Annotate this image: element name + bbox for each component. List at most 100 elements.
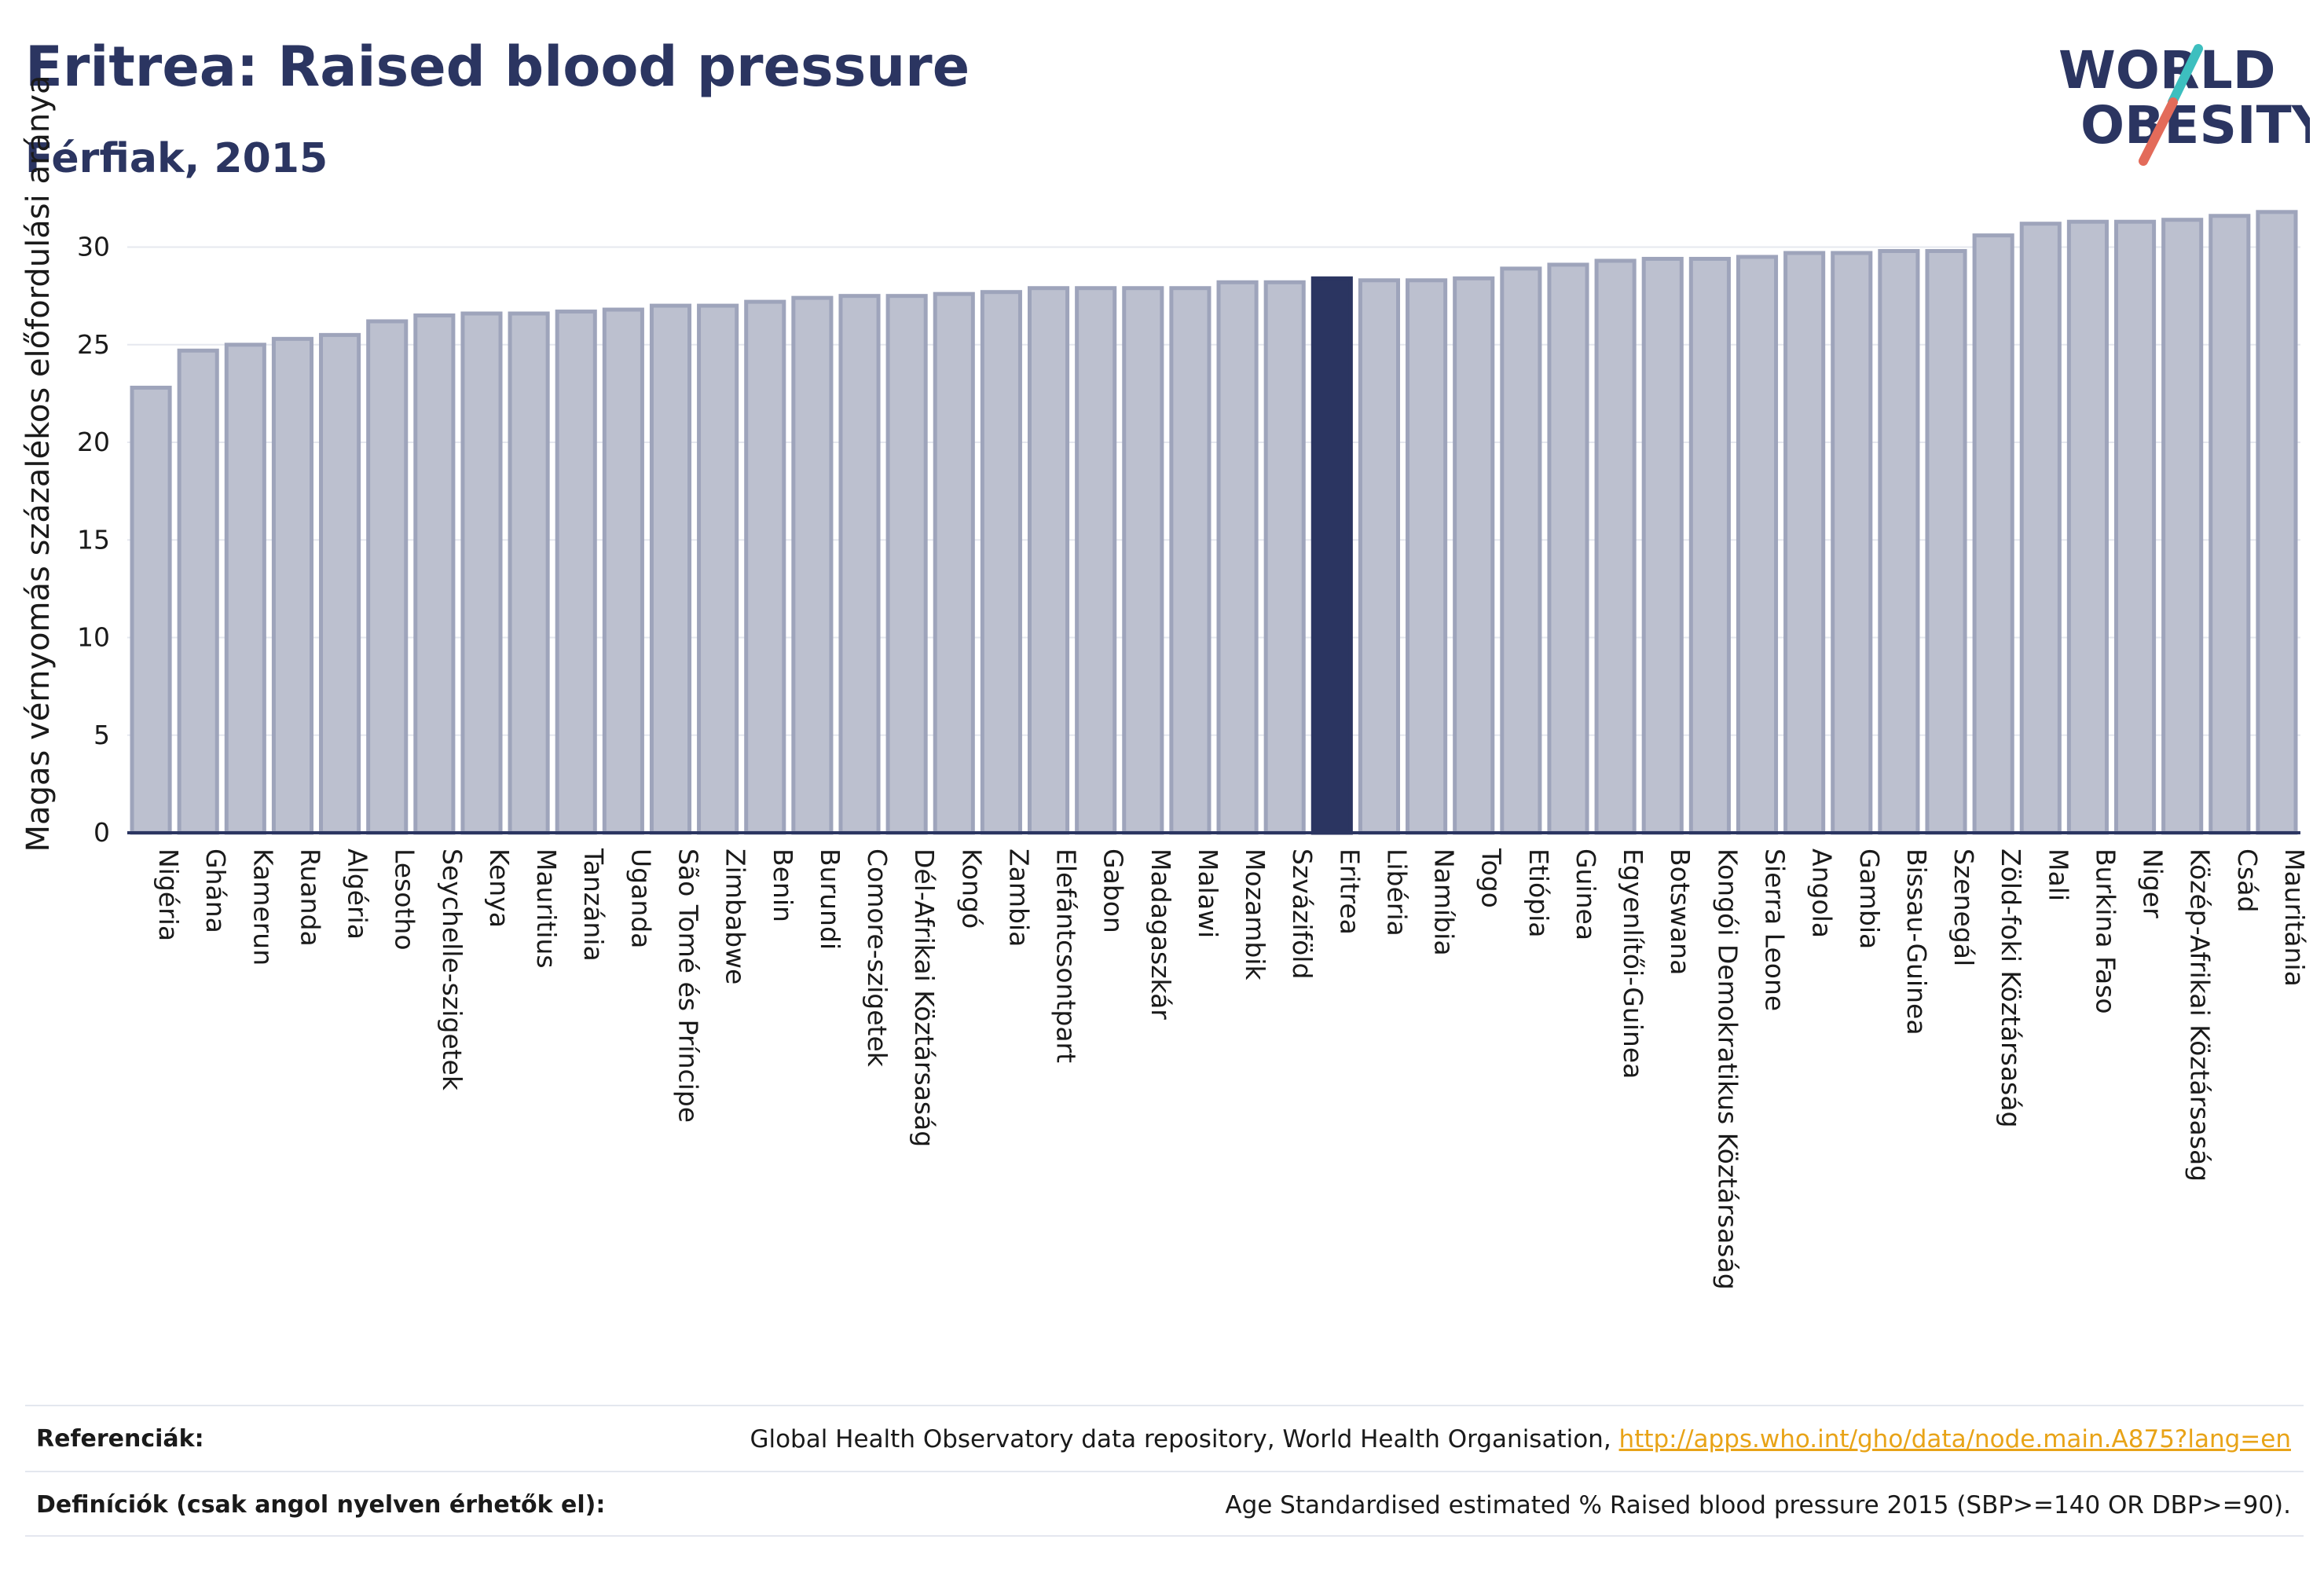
x-tick-label: Libéria bbox=[1381, 848, 1412, 936]
bar bbox=[1122, 286, 1164, 835]
bar bbox=[1972, 233, 2014, 835]
axis-labels: 0 5 10 15 20 25 30 Nigéria Ghána Kamerun Ruanda Alg… bbox=[20, 75, 2310, 1290]
logo-slash-coral bbox=[2139, 97, 2178, 166]
x-tick-label: Malawi bbox=[1193, 848, 1223, 938]
x-tick-label: Madagaszkár bbox=[1146, 848, 1176, 1020]
bar bbox=[2066, 219, 2109, 835]
bar bbox=[649, 303, 692, 835]
bar-chart: 0 5 10 15 20 25 30 Nigéria Ghána Kamerun Ruanda Alg… bbox=[20, 75, 2310, 1290]
y-axis-label: Magas vérnyomás százalékos előfordulási … bbox=[20, 75, 57, 852]
x-tick-label: Dél-Afrikai Köztársaság bbox=[909, 848, 940, 1147]
bar bbox=[1878, 249, 1920, 835]
x-tick-label: Ruanda bbox=[295, 848, 325, 947]
references-source: Global Health Observatory data repositor… bbox=[750, 1425, 1619, 1453]
bar bbox=[413, 313, 456, 835]
references-label: Referenciák: bbox=[36, 1425, 204, 1453]
bar bbox=[2019, 222, 2062, 835]
bar bbox=[366, 319, 409, 835]
x-tick-label: Zimbabwe bbox=[720, 848, 751, 984]
bar bbox=[2256, 210, 2298, 835]
bar bbox=[2161, 218, 2204, 835]
bar bbox=[933, 291, 975, 835]
y-tick-label: 25 bbox=[77, 329, 110, 360]
references-link[interactable]: http://apps.who.int/gho/data/node.main.A… bbox=[1618, 1425, 2291, 1453]
bar bbox=[885, 294, 928, 835]
logo-line2: OBESITY bbox=[2080, 95, 2310, 156]
page-subtitle: Férfiak, 2015 bbox=[25, 135, 328, 182]
footer-divider-top bbox=[25, 1405, 2304, 1406]
bar bbox=[224, 343, 266, 835]
bar bbox=[1358, 278, 1401, 835]
bar bbox=[130, 385, 172, 835]
bar bbox=[1925, 249, 1967, 835]
world-obesity-logo: WORLD OBESITY bbox=[2058, 40, 2310, 166]
bar bbox=[2113, 219, 2157, 835]
x-tick-label: Szváziföld bbox=[1287, 848, 1318, 979]
x-tick-label: Benin bbox=[768, 848, 798, 922]
bar bbox=[602, 307, 644, 835]
x-tick-label: Togo bbox=[1476, 848, 1507, 908]
bar bbox=[2209, 214, 2251, 835]
y-tick-label: 30 bbox=[77, 232, 110, 262]
y-tick-label: 5 bbox=[93, 720, 110, 750]
y-tick-label: 10 bbox=[77, 622, 110, 653]
bar bbox=[1453, 276, 1495, 835]
bar bbox=[1263, 280, 1306, 835]
bar bbox=[744, 299, 786, 835]
bar bbox=[1594, 258, 1637, 835]
bar bbox=[508, 311, 550, 835]
x-tick-label: Sierra Leone bbox=[1760, 848, 1791, 1011]
x-tick-label: Ghána bbox=[200, 848, 231, 933]
x-tick-label: Szenegál bbox=[1948, 848, 1979, 966]
x-tick-label: Burkina Faso bbox=[2090, 848, 2121, 1014]
x-tick-label: Niger bbox=[2138, 848, 2168, 918]
footer-divider-bottom bbox=[25, 1535, 2304, 1537]
logo-slash-teal bbox=[2168, 44, 2203, 107]
bars bbox=[130, 210, 2298, 835]
logo-line1: WORLD bbox=[2058, 40, 2276, 101]
x-tick-label: Tanzánia bbox=[578, 848, 609, 962]
bar bbox=[460, 311, 503, 835]
x-tick-label: Zambia bbox=[1003, 848, 1034, 947]
x-tick-label: Lesotho bbox=[390, 848, 420, 951]
x-tick-label: Algéria bbox=[343, 848, 373, 940]
bar bbox=[1216, 280, 1259, 835]
x-tick-label: Namíbia bbox=[1429, 848, 1460, 956]
definitions-label: Definíciók (csak angol nyelven érhetők e… bbox=[36, 1491, 606, 1519]
x-tick-label: Kenya bbox=[484, 848, 515, 928]
bar bbox=[1406, 278, 1448, 835]
bar bbox=[177, 348, 219, 835]
y-tick-label: 15 bbox=[77, 524, 110, 555]
x-tick-label: Mali bbox=[2043, 848, 2073, 901]
bar bbox=[1783, 251, 1826, 835]
x-tick-label: Gambia bbox=[1854, 848, 1885, 949]
x-tick-label: Comore-szigetek bbox=[862, 848, 893, 1068]
footer-divider-middle bbox=[25, 1471, 2304, 1472]
bar bbox=[1641, 256, 1684, 835]
bar bbox=[1831, 251, 1873, 835]
definitions-text: Age Standardised estimated % Raised bloo… bbox=[1225, 1491, 2291, 1519]
bar bbox=[271, 336, 314, 835]
x-tick-label: Etiópia bbox=[1523, 848, 1554, 937]
x-tick-label: Burundi bbox=[815, 848, 845, 950]
y-tick-label: 20 bbox=[77, 427, 110, 457]
x-tick-label: Guinea bbox=[1571, 848, 1601, 940]
bar bbox=[838, 294, 881, 835]
bar bbox=[555, 310, 597, 835]
bar bbox=[1075, 286, 1117, 835]
references-text: Global Health Observatory data repositor… bbox=[750, 1425, 2291, 1453]
bar bbox=[791, 295, 834, 835]
x-tick-label: Mozambik bbox=[1240, 848, 1270, 980]
bar bbox=[1500, 266, 1542, 835]
x-tick-label: Seychelle-szigetek bbox=[437, 848, 467, 1091]
x-tick-label: São Tomé és Príncipe bbox=[673, 848, 704, 1123]
x-tick-label: Gabon bbox=[1098, 848, 1129, 933]
bar bbox=[1169, 286, 1211, 835]
bar bbox=[1736, 255, 1779, 835]
x-tick-label: Közép-Afrikai Köztársaság bbox=[2185, 848, 2216, 1182]
x-tick-label: Csád bbox=[2232, 848, 2263, 912]
x-tick-label: Egyenlítői-Guinea bbox=[1618, 848, 1648, 1079]
x-tick-label: Angola bbox=[1807, 848, 1838, 938]
bar bbox=[319, 332, 361, 835]
x-tick-label: Elefántcsontpart bbox=[1051, 848, 1082, 1063]
